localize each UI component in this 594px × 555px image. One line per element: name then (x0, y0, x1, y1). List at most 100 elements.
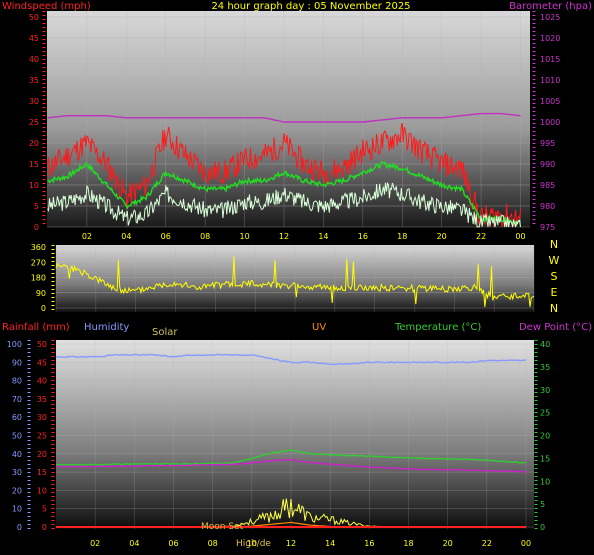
barometer-tick: 995 (540, 139, 555, 148)
wind-average-line (47, 160, 522, 227)
windspeed-tick: 50 (29, 13, 39, 22)
legend-solar: Solar (152, 327, 178, 338)
x-tick: 00 (515, 232, 525, 241)
x-tick: 18 (403, 539, 413, 548)
barometer-tick: 990 (540, 160, 555, 169)
x-tick: 06 (161, 232, 171, 241)
x-tick: 02 (90, 539, 100, 548)
windspeed-tick: 15 (29, 160, 39, 169)
rain-tick: 45 (37, 358, 47, 367)
barometer-tick: 1005 (540, 97, 560, 106)
rain-ticks: 0 5 10 15 20 25 30 35 40 45 50 (37, 340, 47, 532)
rain-tick: 15 (37, 468, 47, 477)
x-tick: 16 (364, 539, 374, 548)
winddir-panel-bg (56, 245, 534, 312)
rain-tick: 35 (37, 395, 47, 404)
humidity-tick: 20 (12, 486, 22, 495)
winddir-ticks: 0 90 180 270 360 (31, 243, 46, 313)
x-tick: 00 (521, 539, 531, 548)
temperature-tick: 40 (540, 340, 550, 349)
windspeed-tick: 30 (29, 97, 39, 106)
compass-label: E (551, 286, 558, 299)
winddir-tick: 180 (31, 274, 46, 283)
x-tick: 06 (168, 539, 178, 548)
moonset-annotation: Moon Set (201, 522, 244, 532)
humidity-tick: 0 (17, 523, 22, 532)
barometer-tick: 1000 (540, 118, 560, 127)
windspeed-tick: 25 (29, 118, 39, 127)
legend-uv: UV (312, 322, 326, 333)
winddir-line (55, 256, 535, 307)
x-tick: 22 (482, 539, 492, 548)
windspeed-tick: 40 (29, 55, 39, 64)
temperature-tick: 10 (540, 477, 550, 486)
temp-series (55, 353, 527, 528)
barometer-tick: 985 (540, 181, 555, 190)
temperature-tick: 25 (540, 409, 550, 418)
windspeed-tick: 10 (29, 181, 39, 190)
x-tick: 20 (437, 232, 447, 241)
humidity-tick: 10 (12, 505, 22, 514)
humidity-tick: 30 (12, 468, 22, 477)
rain-tick: 5 (42, 505, 47, 514)
temperature-tick: 35 (540, 363, 550, 372)
humidity-ticks: 0 10 20 30 40 50 60 70 80 90 100 (7, 340, 22, 532)
humidity-tick: 70 (12, 395, 22, 404)
legend-temperature: Temperature (°C) (394, 322, 481, 333)
x-tick: 20 (443, 539, 453, 548)
wind-gust-line (47, 122, 521, 228)
temp-panel-bg (56, 340, 534, 529)
temp-x-ticks: 02 04 06 08 10 12 14 16 18 20 22 00 (90, 539, 531, 548)
dewpoint-line (55, 459, 527, 473)
temperature-tick: 20 (540, 432, 550, 441)
winddir-grid (51, 245, 535, 312)
barometer-tick: 1020 (540, 34, 560, 43)
wind-series (47, 112, 522, 228)
humidity-tick: 100 (7, 340, 22, 349)
x-tick: 04 (121, 232, 131, 241)
rain-tick: 40 (37, 377, 47, 386)
windspeed-axis-label: Windspeed (mph) (2, 1, 91, 12)
chart-title: 24 hour graph day : 05 November 2025 (211, 1, 410, 12)
legend-humidity: Humidity (84, 322, 129, 333)
wind-panel-bg (47, 11, 530, 227)
humidity-tick: 60 (12, 413, 22, 422)
temperature-line (56, 449, 527, 466)
wind-x-ticks: 02 04 06 08 10 12 14 16 18 20 22 00 (82, 232, 526, 241)
temperature-tick: 5 (540, 500, 545, 509)
x-tick: 04 (129, 539, 139, 548)
rain-tick: 20 (37, 450, 47, 459)
rain-tick: 10 (37, 486, 47, 495)
windspeed-tick: 35 (29, 76, 39, 85)
rain-tick: 0 (42, 523, 47, 532)
winddir-tick: 360 (31, 243, 46, 252)
x-tick: 02 (82, 232, 92, 241)
compass-label: N (550, 238, 558, 251)
barometer-tick: 980 (540, 202, 555, 211)
barometer-tick: 975 (540, 223, 555, 232)
x-tick: 16 (358, 232, 368, 241)
temperature-tick: 0 (540, 523, 545, 532)
barometer-axis-label: Barometer (hpa) (509, 1, 592, 12)
rain-tick: 25 (37, 432, 47, 441)
winddir-tick: 0 (41, 304, 46, 313)
winddir-tick: 90 (36, 289, 46, 298)
rain-tick: 30 (37, 413, 47, 422)
winddir-series (55, 256, 535, 307)
compass-label: W (549, 254, 560, 267)
humidity-tick: 40 (12, 450, 22, 459)
x-tick: 22 (476, 232, 486, 241)
temperature-ticks: 0 5 10 15 20 25 30 35 40 (540, 340, 550, 532)
humidity-tick: 80 (12, 377, 22, 386)
barometer-tick: 1025 (540, 13, 560, 22)
temperature-tick: 15 (540, 454, 550, 463)
hightide-annotation: High/de (236, 539, 271, 549)
winddir-tick: 270 (31, 258, 46, 267)
windspeed-tick: 20 (29, 139, 39, 148)
barometer-line (47, 112, 521, 123)
barometer-ticks: 975 980 985 990 995 1000 1005 1010 1015 1020 1025 (540, 13, 560, 232)
windspeed-tick: 5 (34, 202, 39, 211)
temperature-tick: 30 (540, 386, 550, 395)
